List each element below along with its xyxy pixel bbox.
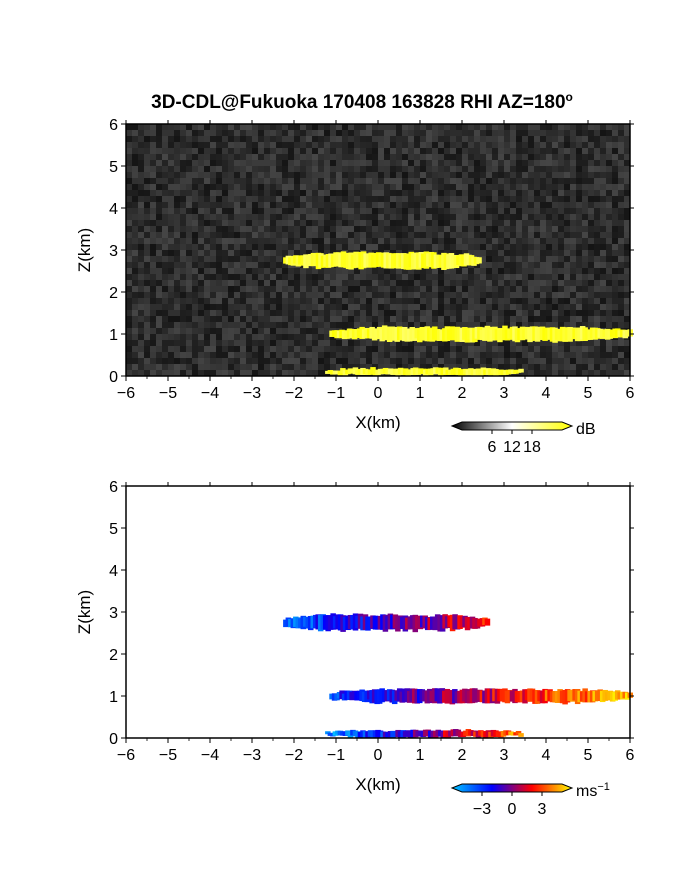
x-axis-label: X(km) bbox=[355, 775, 400, 794]
colorbar-tick-label: 3 bbox=[538, 801, 547, 818]
y-tick-label: 3 bbox=[109, 243, 118, 260]
x-tick-label: −4 bbox=[201, 747, 219, 764]
y-axis-label: Z(km) bbox=[75, 590, 94, 634]
x-tick-label: 2 bbox=[458, 747, 467, 764]
colorbar-unit: ms−1 bbox=[576, 781, 610, 800]
x-tick-label: 3 bbox=[500, 747, 509, 764]
x-tick-label: −3 bbox=[243, 385, 261, 402]
x-tick-label: 6 bbox=[626, 747, 635, 764]
x-tick-label: −1 bbox=[327, 747, 345, 764]
x-tick-label: −5 bbox=[159, 385, 177, 402]
y-tick-label: 4 bbox=[109, 563, 118, 580]
cloud-layer bbox=[329, 688, 633, 705]
y-tick-label: 5 bbox=[109, 159, 118, 176]
cloud-layer bbox=[325, 729, 524, 739]
y-tick-label: 1 bbox=[109, 689, 118, 706]
y-tick-label: 0 bbox=[109, 369, 118, 386]
x-tick-label: 1 bbox=[416, 747, 425, 764]
y-tick-label: 3 bbox=[109, 605, 118, 622]
y-tick-label: 6 bbox=[109, 117, 118, 134]
velocity-panel: −6 −5 −4 −3 −2 −1 0 1 2 3 4 5 6 0 1 2 3 4 5 6 X(km) Z(km) bbox=[75, 479, 635, 794]
colorbar-bar bbox=[450, 783, 574, 793]
x-tick-label: 0 bbox=[374, 747, 383, 764]
cloud-layer bbox=[329, 325, 633, 343]
x-tick-label: 5 bbox=[584, 385, 593, 402]
x-tick-label: −1 bbox=[327, 385, 345, 402]
x-tick-label: 3 bbox=[500, 385, 509, 402]
colorbar-bar bbox=[450, 421, 574, 431]
figure-title: 3D-CDL@Fukuoka 170408 163828 RHI AZ=180o bbox=[151, 90, 573, 113]
colorbar-tick-label: −3 bbox=[473, 801, 491, 818]
y-axis-label: Z(km) bbox=[75, 228, 94, 272]
y-tick-label: 6 bbox=[109, 479, 118, 496]
y-tick-label: 2 bbox=[109, 647, 118, 664]
x-tick-label: 4 bbox=[542, 747, 551, 764]
x-tick-label: −5 bbox=[159, 747, 177, 764]
y-tick-label: 1 bbox=[109, 327, 118, 344]
x-tick-label: −4 bbox=[201, 385, 219, 402]
x-tick-label: 0 bbox=[374, 385, 383, 402]
x-tick-label: 1 bbox=[416, 385, 425, 402]
colorbar-unit: dB bbox=[576, 421, 596, 438]
x-tick-label: 2 bbox=[458, 385, 467, 402]
x-tick-label: −3 bbox=[243, 747, 261, 764]
colorbar-tick-label: 12 bbox=[503, 439, 521, 456]
cloud-layer bbox=[283, 251, 482, 271]
x-tick-label: −2 bbox=[285, 747, 303, 764]
colorbar-tick-label: 6 bbox=[488, 439, 497, 456]
intensity-colorbar: 6 12 18 dB bbox=[450, 421, 596, 456]
colorbar-tick-label: 18 bbox=[523, 439, 541, 456]
y-tick-label: 5 bbox=[109, 521, 118, 538]
y-tick-label: 2 bbox=[109, 285, 118, 302]
y-tick-label: 0 bbox=[109, 731, 118, 748]
cloud-layer bbox=[325, 367, 524, 377]
cloud-layer bbox=[283, 613, 491, 633]
x-tick-label: −6 bbox=[117, 385, 135, 402]
x-tick-label: −2 bbox=[285, 385, 303, 402]
colorbar-tick-label: 0 bbox=[508, 801, 517, 818]
intensity-panel: −6 −5 −4 −3 −2 −1 0 1 2 3 4 5 6 0 1 2 3 4 5 6 X(km) Z(km) bbox=[75, 117, 635, 432]
x-axis-label: X(km) bbox=[355, 413, 400, 432]
x-tick-label: 5 bbox=[584, 747, 593, 764]
noise-field bbox=[126, 124, 630, 376]
x-tick-label: 4 bbox=[542, 385, 551, 402]
velocity-colorbar: −3 0 3 ms−1 bbox=[450, 781, 610, 818]
x-tick-label: −6 bbox=[117, 747, 135, 764]
x-tick-label: 6 bbox=[626, 385, 635, 402]
y-tick-label: 4 bbox=[109, 201, 118, 218]
